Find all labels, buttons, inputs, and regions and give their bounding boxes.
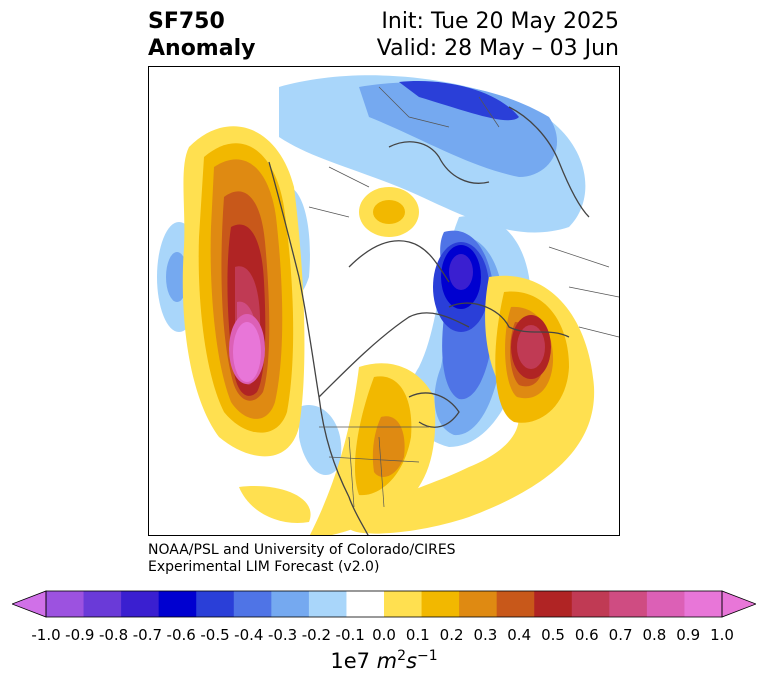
colorbar-cell <box>121 591 160 617</box>
variable-name: SF750 <box>148 9 225 34</box>
colorbar-tick-label: 0.0 <box>372 626 396 644</box>
init-date: Init: Tue 20 May 2025 <box>381 9 619 34</box>
negative-anomaly-strong <box>399 81 519 400</box>
colorbar-cell <box>46 591 85 617</box>
credit-text: NOAA/PSL and University of Colorado/CIRE… <box>148 542 456 576</box>
colorbar-tick-label: -0.9 <box>65 626 95 644</box>
colorbar-tick-label: -0.6 <box>166 626 196 644</box>
colorbar-under-arrow <box>12 590 47 618</box>
colorbar-tick-label: -1.0 <box>31 626 61 644</box>
colorbar-tick-label: 0.8 <box>642 626 667 644</box>
colorbar-tick-label: 1.0 <box>710 626 734 644</box>
colorbar-cell <box>609 591 648 617</box>
field-type: Anomaly <box>148 36 256 61</box>
colorbar-cell <box>684 591 723 617</box>
colorbar-cell <box>646 591 685 617</box>
colorbar-cell <box>271 591 310 617</box>
colorbar-tick-label: -0.4 <box>234 626 264 644</box>
valid-range: Valid: 28 May – 03 Jun <box>376 36 619 61</box>
colorbar-tick-label: 0.9 <box>676 626 701 644</box>
map-title-right: Init: Tue 20 May 2025 Valid: 28 May – 03… <box>377 8 619 62</box>
unit-s-exponent: −1 <box>417 648 438 664</box>
colorbar-unit-label: 1e7 m2s−1 <box>330 648 437 673</box>
positive-anomaly-red <box>227 224 551 396</box>
unit-m-exponent: 2 <box>397 648 407 664</box>
colorbar-tick-label: 0.3 <box>473 626 498 644</box>
political-borders <box>308 86 619 508</box>
colorbar-cell <box>158 591 197 617</box>
unit-m: m <box>376 649 398 673</box>
colorbar-cell <box>534 591 573 617</box>
colorbar-cell <box>384 591 423 617</box>
credit-line-2: Experimental LIM Forecast (v2.0) <box>148 559 380 575</box>
colorbar-cell <box>421 591 460 617</box>
colorbar-cell <box>83 591 122 617</box>
colorbar-tick-label: 0.6 <box>574 626 599 644</box>
colorbar-tick-label: -0.3 <box>267 626 298 644</box>
colorbar-tick-label: -0.2 <box>301 626 332 644</box>
colorbar-tick-label: -0.1 <box>335 626 365 644</box>
colorbar-cell <box>571 591 610 617</box>
colorbar-tick-label: 0.1 <box>405 626 430 644</box>
colorbar-over-arrow <box>721 590 756 618</box>
colorbar-tick-label: 0.4 <box>507 626 532 644</box>
colorbar-cell <box>346 591 385 617</box>
polar-projection-map <box>157 75 619 535</box>
colorbar-tick-label: -0.5 <box>200 626 230 644</box>
colorbar-tick-label: -0.7 <box>132 626 163 644</box>
colorbar-cell <box>196 591 235 617</box>
colorbar-tick-label: 0.5 <box>541 626 565 644</box>
colorbar-cell <box>308 591 347 617</box>
unit-prefix: 1e7 <box>330 649 370 673</box>
colorbar-cell <box>459 591 498 617</box>
unit-s: s <box>406 649 418 673</box>
map-title-left: SF750 Anomaly <box>148 8 255 62</box>
colorbar-cell <box>496 591 535 617</box>
colorbar-tick-label: -0.8 <box>98 626 129 644</box>
colorbar-tick-label: 0.7 <box>608 626 633 644</box>
coastlines <box>268 106 590 535</box>
colorbar <box>12 590 756 618</box>
colorbar-outline <box>45 590 723 618</box>
colorbar-cell <box>233 591 272 617</box>
colorbar-tick-label: 0.2 <box>439 626 464 644</box>
map-panel <box>148 66 620 536</box>
credit-line-1: NOAA/PSL and University of Colorado/CIRE… <box>148 542 456 558</box>
